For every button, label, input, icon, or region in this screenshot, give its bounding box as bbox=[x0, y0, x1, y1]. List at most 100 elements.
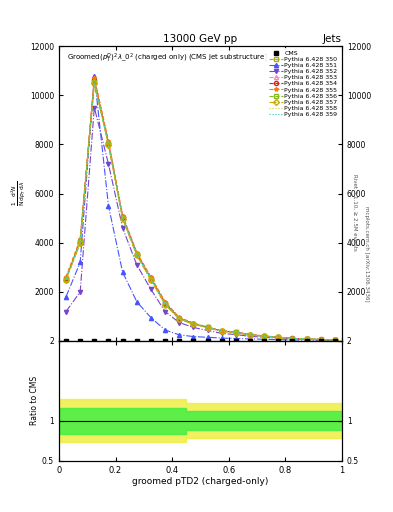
CMS bbox=[233, 338, 238, 344]
Pythia 6.428 356 bbox=[233, 329, 238, 335]
Pythia 6.428 352 bbox=[163, 308, 167, 314]
CMS bbox=[64, 338, 68, 344]
Pythia 6.428 359 bbox=[177, 315, 182, 322]
Pythia 6.428 358 bbox=[64, 276, 68, 283]
Pythia 6.428 357 bbox=[149, 277, 153, 283]
Pythia 6.428 355 bbox=[134, 249, 139, 255]
Pythia 6.428 355 bbox=[191, 320, 196, 326]
Pythia 6.428 359 bbox=[191, 321, 196, 327]
Pythia 6.428 350 bbox=[177, 316, 182, 322]
Pythia 6.428 352 bbox=[262, 334, 266, 340]
Pythia 6.428 355 bbox=[92, 75, 97, 81]
Pythia 6.428 356 bbox=[304, 336, 309, 342]
CMS bbox=[262, 338, 266, 344]
Pythia 6.428 351 bbox=[92, 73, 97, 79]
Pythia 6.428 355 bbox=[233, 329, 238, 335]
Pythia 6.428 357 bbox=[134, 252, 139, 259]
Pythia 6.428 355 bbox=[149, 274, 153, 280]
Pythia 6.428 355 bbox=[276, 334, 281, 340]
Pythia 6.428 355 bbox=[248, 331, 252, 337]
Pythia 6.428 353 bbox=[64, 274, 68, 280]
Pythia 6.428 355 bbox=[64, 274, 68, 280]
Pythia 6.428 350 bbox=[262, 333, 266, 339]
Pythia 6.428 355 bbox=[120, 212, 125, 219]
Pythia 6.428 351 bbox=[163, 327, 167, 333]
Text: Jets: Jets bbox=[323, 33, 342, 44]
Pythia 6.428 350 bbox=[106, 141, 111, 147]
Pythia 6.428 357 bbox=[290, 335, 295, 342]
Pythia 6.428 355 bbox=[262, 333, 266, 339]
Pythia 6.428 356 bbox=[332, 337, 337, 343]
Pythia 6.428 352 bbox=[134, 262, 139, 268]
Pythia 6.428 353 bbox=[191, 320, 196, 326]
X-axis label: groomed pTD2 (charged-only): groomed pTD2 (charged-only) bbox=[132, 477, 269, 486]
Text: mcplots.cern.ch [arXiv:1306.3436]: mcplots.cern.ch [arXiv:1306.3436] bbox=[364, 206, 369, 301]
Pythia 6.428 357 bbox=[276, 334, 281, 340]
Pythia 6.428 351 bbox=[64, 294, 68, 300]
Pythia 6.428 351 bbox=[120, 269, 125, 275]
Pythia 6.428 354 bbox=[332, 337, 337, 343]
Line: Pythia 6.428 357: Pythia 6.428 357 bbox=[64, 81, 337, 342]
Pythia 6.428 355 bbox=[304, 336, 309, 342]
Pythia 6.428 359 bbox=[290, 335, 295, 342]
Pythia 6.428 359 bbox=[64, 276, 68, 282]
Pythia 6.428 354 bbox=[304, 336, 309, 342]
Pythia 6.428 350 bbox=[276, 334, 281, 340]
Pythia 6.428 354 bbox=[262, 333, 266, 339]
Pythia 6.428 350 bbox=[92, 80, 97, 86]
Pythia 6.428 353 bbox=[163, 298, 167, 305]
Pythia 6.428 354 bbox=[64, 275, 68, 282]
Pythia 6.428 354 bbox=[78, 239, 83, 245]
Pythia 6.428 358 bbox=[276, 334, 281, 340]
Pythia 6.428 358 bbox=[205, 325, 210, 331]
Pythia 6.428 353 bbox=[149, 274, 153, 280]
Pythia 6.428 351 bbox=[332, 337, 337, 344]
Pythia 6.428 350 bbox=[233, 329, 238, 335]
Pythia 6.428 353 bbox=[78, 237, 83, 243]
Pythia 6.428 356 bbox=[262, 333, 266, 339]
Pythia 6.428 353 bbox=[290, 335, 295, 342]
Pythia 6.428 357 bbox=[233, 330, 238, 336]
Pythia 6.428 359 bbox=[248, 332, 252, 338]
Line: Pythia 6.428 359: Pythia 6.428 359 bbox=[66, 82, 335, 340]
Pythia 6.428 350 bbox=[248, 332, 252, 338]
Pythia 6.428 356 bbox=[64, 276, 68, 282]
Pythia 6.428 352 bbox=[106, 161, 111, 167]
Pythia 6.428 355 bbox=[205, 324, 210, 330]
Pythia 6.428 354 bbox=[205, 324, 210, 330]
Pythia 6.428 357 bbox=[177, 316, 182, 322]
Pythia 6.428 351 bbox=[205, 334, 210, 340]
Pythia 6.428 350 bbox=[78, 240, 83, 246]
Pythia 6.428 358 bbox=[134, 252, 139, 258]
Pythia 6.428 350 bbox=[332, 337, 337, 343]
Line: Pythia 6.428 351: Pythia 6.428 351 bbox=[64, 74, 337, 343]
Pythia 6.428 358 bbox=[219, 328, 224, 334]
CMS bbox=[149, 338, 153, 344]
Pythia 6.428 351 bbox=[248, 336, 252, 342]
Pythia 6.428 354 bbox=[290, 335, 295, 342]
Pythia 6.428 353 bbox=[177, 314, 182, 321]
Pythia 6.428 355 bbox=[106, 138, 111, 144]
Pythia 6.428 354 bbox=[233, 329, 238, 335]
Pythia 6.428 359 bbox=[106, 141, 111, 147]
CMS bbox=[163, 338, 167, 344]
Pythia 6.428 354 bbox=[177, 315, 182, 322]
Pythia 6.428 357 bbox=[262, 333, 266, 339]
Pythia 6.428 356 bbox=[92, 79, 97, 86]
Pythia 6.428 352 bbox=[332, 337, 337, 343]
Pythia 6.428 358 bbox=[149, 276, 153, 283]
Pythia 6.428 356 bbox=[134, 251, 139, 258]
Pythia 6.428 359 bbox=[92, 79, 97, 86]
Pythia 6.428 358 bbox=[120, 215, 125, 221]
Pythia 6.428 359 bbox=[205, 325, 210, 331]
Pythia 6.428 357 bbox=[92, 80, 97, 87]
Pythia 6.428 358 bbox=[191, 321, 196, 327]
Pythia 6.428 358 bbox=[177, 316, 182, 322]
Pythia 6.428 359 bbox=[149, 276, 153, 282]
Pythia 6.428 352 bbox=[276, 335, 281, 341]
Pythia 6.428 351 bbox=[177, 332, 182, 338]
Pythia 6.428 356 bbox=[205, 325, 210, 331]
Pythia 6.428 350 bbox=[219, 328, 224, 334]
Pythia 6.428 359 bbox=[163, 301, 167, 307]
Pythia 6.428 358 bbox=[318, 336, 323, 343]
